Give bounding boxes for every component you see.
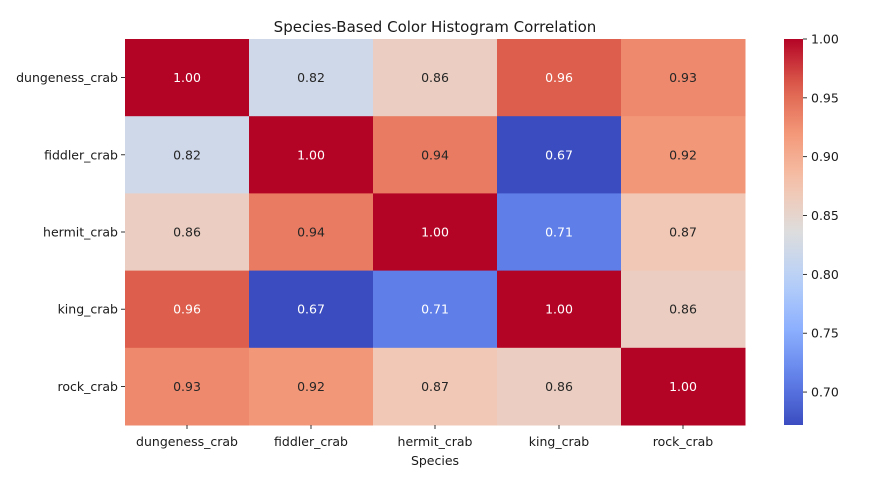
colorbar-tick-label: 1.00 — [811, 32, 839, 47]
heatmap-cell — [621, 347, 746, 426]
cell-value-label: 0.86 — [545, 379, 573, 394]
heatmap-cell — [125, 193, 250, 272]
cell-value-label: 0.96 — [173, 302, 201, 317]
heatmap-cell — [373, 116, 498, 194]
cell-value-label: 0.67 — [545, 147, 573, 162]
cell-value-label: 1.00 — [669, 379, 697, 394]
heatmap-cell — [125, 347, 250, 426]
heatmap-cell — [373, 193, 498, 272]
heatmap-cell — [497, 116, 622, 194]
cell-value-label: 0.82 — [297, 70, 325, 85]
chart-title: Species-Based Color Histogram Correlatio… — [274, 18, 597, 36]
x-axis-label: Species — [411, 453, 459, 468]
heatmap-cell — [125, 116, 250, 194]
cell-value-label: 1.00 — [173, 70, 201, 85]
colorbar-gradient — [784, 39, 803, 425]
y-tick-label: hermit_crab — [43, 225, 118, 240]
heatmap-cell — [249, 116, 374, 194]
x-tick-label: king_crab — [529, 434, 589, 449]
heatmap-cell — [497, 193, 622, 272]
x-tick-label: rock_crab — [653, 434, 714, 449]
heatmap-cell — [249, 347, 374, 426]
cell-value-label: 0.86 — [173, 225, 201, 240]
colorbar-tick-label: 0.90 — [811, 149, 839, 164]
heatmap-cell — [497, 270, 622, 349]
cell-value-label: 0.93 — [669, 70, 697, 85]
heatmap-cell — [621, 193, 746, 272]
x-tick-label: fiddler_crab — [274, 434, 348, 449]
colorbar-tick-label: 0.80 — [811, 267, 839, 282]
cell-value-label: 0.87 — [421, 379, 449, 394]
cell-value-label: 0.92 — [669, 147, 697, 162]
heatmap-cell — [497, 347, 622, 426]
heatmap-cell — [373, 39, 498, 117]
cell-value-label: 1.00 — [545, 302, 573, 317]
heatmap-cell — [249, 270, 374, 349]
cell-value-label: 0.86 — [669, 302, 697, 317]
heatmap-cell — [373, 270, 498, 349]
cell-value-label: 0.92 — [297, 379, 325, 394]
heatmap-cell — [621, 270, 746, 349]
colorbar-tick-label: 0.70 — [811, 385, 839, 400]
colorbar-tick-label: 0.95 — [811, 90, 839, 105]
cell-value-label: 0.87 — [669, 225, 697, 240]
cell-value-label: 0.96 — [545, 70, 573, 85]
heatmap-cell — [621, 116, 746, 194]
heatmap-cell — [125, 270, 250, 349]
x-axis-ticks: dungeness_crab fiddler_crab hermit_crab kin… — [136, 425, 713, 449]
x-tick-label: dungeness_crab — [136, 434, 238, 449]
heatmap-cell — [249, 39, 374, 117]
y-tick-label: fiddler_crab — [44, 147, 118, 162]
heatmap-cell — [249, 193, 374, 272]
heatmap-cell — [621, 39, 746, 117]
cell-value-label: 0.67 — [297, 302, 325, 317]
cell-value-label: 1.00 — [297, 147, 325, 162]
cell-value-label: 0.94 — [421, 147, 449, 162]
heatmap-cell — [125, 39, 250, 117]
cell-value-label: 0.93 — [173, 379, 201, 394]
y-tick-label: king_crab — [58, 302, 118, 317]
heatmap-cell — [497, 39, 622, 117]
y-axis-ticks: dungeness_crab fiddler_crab hermit_crabkin… — [16, 70, 125, 394]
colorbar-tick-label: 0.85 — [811, 208, 839, 223]
cell-value-label: 0.71 — [545, 225, 573, 240]
heatmap-cell — [373, 347, 498, 426]
y-tick-label: rock_crab — [58, 379, 119, 394]
cell-value-label: 0.71 — [421, 302, 449, 317]
cell-value-label: 0.94 — [297, 225, 325, 240]
cell-value-label: 1.00 — [421, 225, 449, 240]
heatmap-cells — [125, 39, 746, 426]
cell-value-label: 0.82 — [173, 147, 201, 162]
y-tick-label: dungeness_crab — [16, 70, 118, 85]
x-tick-label: hermit_crab — [398, 434, 473, 449]
colorbar-tick-label: 0.75 — [811, 326, 839, 341]
cell-value-label: 0.86 — [421, 70, 449, 85]
heatmap-cell-labels: 1.00 0.82 0.86 0.96 0.93 0.82 1.00 0.94 0.67 0.92… — [173, 70, 697, 394]
colorbar: 0.70 0.75 0.80 0.85 0.90 0.95 1.00 — [784, 32, 839, 425]
